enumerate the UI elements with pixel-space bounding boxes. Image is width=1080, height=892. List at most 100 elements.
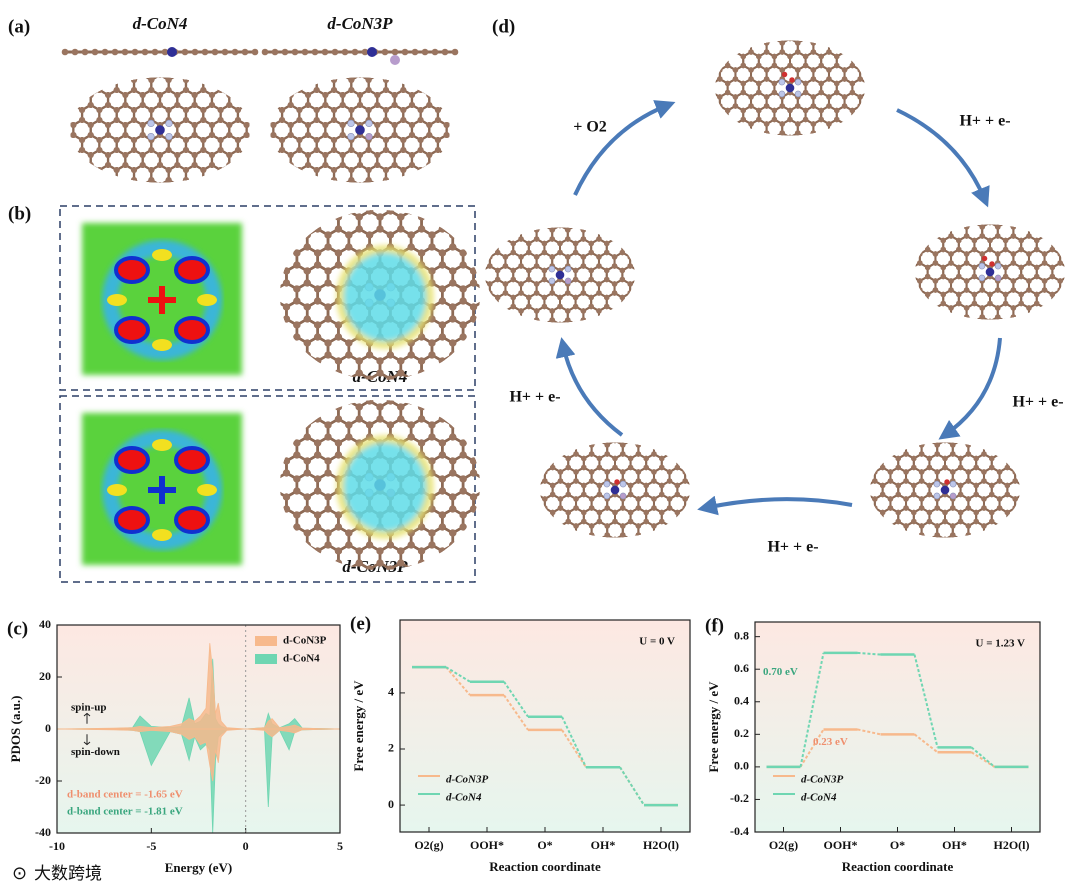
atom (174, 182, 181, 183)
atom (105, 77, 112, 78)
atom (262, 421, 269, 428)
atom (407, 400, 415, 405)
atom (917, 305, 923, 311)
bond (718, 40, 737, 58)
bond (70, 77, 84, 97)
atom (408, 387, 415, 394)
atom (165, 107, 172, 113)
bond (280, 77, 301, 97)
atom (218, 57, 224, 63)
atom (924, 300, 931, 307)
atom (157, 162, 163, 168)
atom (53, 72, 59, 78)
atom (864, 465, 869, 470)
atom (1002, 300, 1009, 307)
bond (295, 353, 319, 380)
lattice (262, 62, 458, 198)
atom (357, 77, 363, 78)
atom (1018, 318, 1024, 320)
atom (324, 315, 332, 323)
atom (1049, 318, 1056, 320)
atom (469, 303, 478, 311)
atom (431, 48, 439, 56)
atom (209, 192, 215, 198)
atom (252, 137, 258, 143)
atom (834, 107, 840, 114)
atom (313, 177, 320, 183)
atom (709, 135, 714, 140)
bond (289, 77, 310, 82)
atom (88, 192, 94, 198)
atom (763, 49, 770, 55)
atom (965, 451, 972, 457)
atom (449, 210, 457, 215)
n-atom (794, 90, 802, 98)
atom (841, 76, 848, 82)
atom (763, 121, 770, 127)
atom (348, 77, 355, 83)
atom (426, 192, 432, 198)
atom (956, 211, 961, 216)
atom (950, 469, 956, 475)
atom (779, 130, 785, 136)
atom (418, 393, 425, 400)
atom (192, 62, 198, 68)
atom (234, 77, 241, 83)
step-label: + O2 (573, 119, 607, 136)
atom (971, 246, 978, 253)
atom (192, 192, 198, 198)
atom (1011, 206, 1016, 211)
charge-lobe (152, 339, 172, 351)
atom (911, 482, 917, 489)
atom (879, 442, 886, 444)
n-atom (147, 133, 155, 141)
bond (973, 315, 991, 320)
atom (408, 182, 415, 183)
atom (70, 62, 76, 68)
atom (279, 77, 286, 83)
bond (245, 148, 250, 172)
atom (262, 117, 268, 123)
atom (449, 577, 456, 584)
atom (282, 210, 291, 215)
o-atom (981, 255, 988, 262)
atom (973, 429, 978, 434)
atom (973, 442, 979, 444)
atom (313, 77, 320, 83)
atom (811, 22, 816, 27)
atom (932, 305, 939, 311)
atom (787, 27, 792, 32)
atom (282, 400, 291, 405)
atom (841, 40, 848, 46)
atom (932, 224, 939, 230)
atom (131, 48, 139, 56)
atom (1034, 264, 1040, 271)
atom (166, 197, 172, 203)
atom (322, 62, 328, 68)
atom (340, 192, 346, 198)
atom (282, 493, 291, 501)
atom (964, 206, 969, 211)
atom (459, 403, 467, 411)
atom (387, 385, 394, 392)
atom (335, 379, 342, 386)
atom (374, 92, 381, 98)
atom (122, 182, 129, 183)
atom (452, 87, 458, 93)
atom (849, 53, 856, 60)
atom (376, 189, 383, 196)
atom (157, 62, 163, 68)
atom (865, 117, 870, 122)
atom (282, 303, 291, 311)
bond (305, 210, 330, 219)
atom (459, 475, 467, 483)
atom (105, 102, 112, 108)
atom (957, 491, 964, 498)
atom (841, 130, 848, 136)
atom (87, 92, 94, 98)
atom (282, 210, 291, 215)
bond (1004, 315, 1023, 320)
atom (459, 213, 467, 221)
atom (957, 464, 964, 471)
atom (428, 529, 436, 537)
